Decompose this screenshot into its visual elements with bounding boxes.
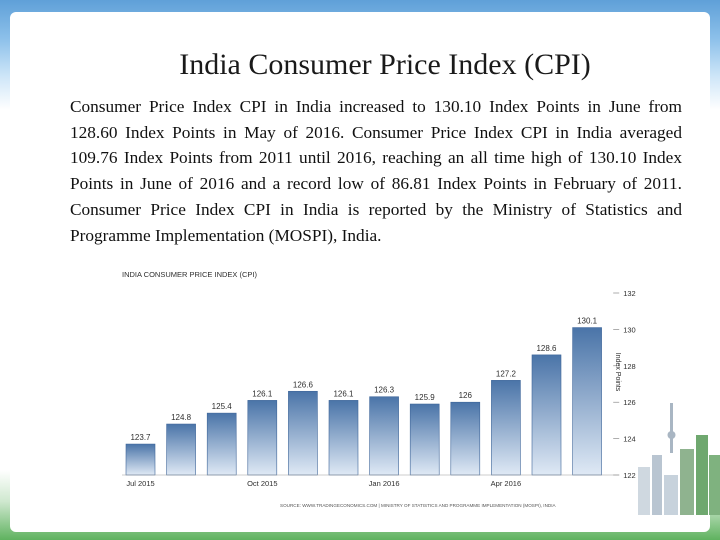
bar [247,400,278,476]
bar-value-label: 127.2 [496,369,517,378]
y-tick-label: 122 [623,471,636,480]
bar-value-label: 123.7 [130,433,151,442]
x-tick-label: Jul 2015 [126,479,154,488]
bar-value-label: 124.8 [171,413,192,422]
y-tick-label: 132 [623,289,636,298]
bar-value-label: 125.4 [212,402,233,411]
y-tick-label: 130 [623,325,636,334]
x-tick-label: Apr 2016 [491,479,521,488]
bar-value-label: 128.6 [536,344,557,353]
bar [125,443,156,476]
bar [166,423,196,476]
chart-source-note: SOURCE: WWW.TRADINGECONOMICS.COM | MINIS… [280,503,556,508]
slide-title: India Consumer Price Index (CPI) [179,48,591,81]
chart-title: INDIA CONSUMER PRICE INDEX (CPI) [122,270,258,279]
y-tick-label: 124 [623,435,636,444]
city-skyline-illustration [638,403,720,515]
bar [572,327,602,476]
bar [450,401,481,476]
slide-description: Consumer Price Index CPI in India increa… [70,97,682,245]
bar [531,354,562,476]
bar [409,403,440,476]
bar [369,396,399,476]
bar [206,412,237,476]
bar [491,380,521,476]
bar-value-label: 126.3 [374,386,395,395]
bar-value-label: 126.6 [293,380,314,389]
x-tick-label: Oct 2015 [247,479,277,488]
bar [328,400,359,476]
bar-value-label: 125.9 [415,393,436,402]
bar-value-label: 130.1 [577,317,598,326]
cpi-bar-chart: INDIA CONSUMER PRICE INDEX (CPI) 123.7 12… [122,270,636,508]
bar-value-label: 126.1 [252,389,273,398]
y-tick-label: 126 [623,398,636,407]
chart-panel: INDIA CONSUMER PRICE INDEX (CPI) 123.7 12… [92,262,636,514]
bar-value-label: 126.1 [333,389,354,398]
bar-value-label: 126 [459,391,473,400]
y-tick-label: 128 [623,362,636,371]
x-tick-label: Jan 2016 [369,479,400,488]
bar [288,390,318,476]
y-axis-label: Index Points [614,353,621,392]
